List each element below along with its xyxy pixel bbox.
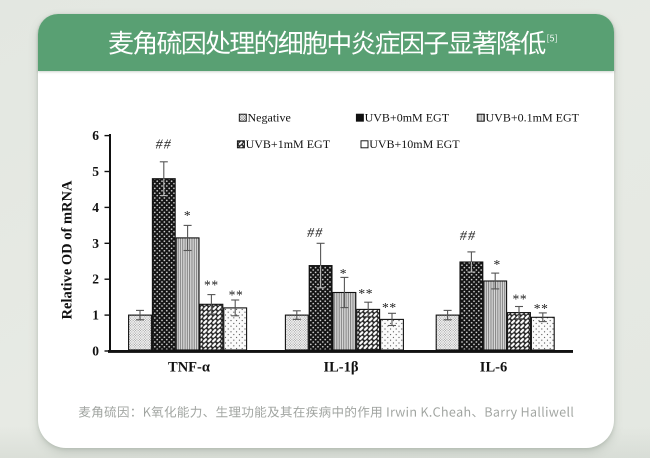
svg-text:UVB+0.1mM EGT: UVB+0.1mM EGT <box>486 111 580 125</box>
svg-text:**: ** <box>358 286 373 301</box>
svg-text:**: ** <box>534 301 549 316</box>
svg-text:Negative: Negative <box>248 111 291 125</box>
svg-text:IL-6: IL-6 <box>480 360 507 376</box>
svg-text:**: ** <box>229 288 244 303</box>
svg-text:0: 0 <box>92 344 99 359</box>
svg-text:**: ** <box>513 292 528 307</box>
svg-text:2: 2 <box>92 272 99 287</box>
svg-text:UVB+0mM EGT: UVB+0mM EGT <box>365 111 450 125</box>
svg-text:4: 4 <box>92 200 99 215</box>
svg-text:##: ## <box>460 229 476 244</box>
svg-text:**: ** <box>382 300 397 315</box>
svg-text:##: ## <box>307 226 323 241</box>
svg-text:1: 1 <box>92 308 99 323</box>
svg-text:*: * <box>340 266 347 281</box>
svg-text:##: ## <box>156 138 172 153</box>
svg-text:**: ** <box>204 278 219 293</box>
svg-text:*: * <box>184 208 191 223</box>
svg-text:6: 6 <box>92 128 99 143</box>
svg-text:TNF-α: TNF-α <box>168 360 210 376</box>
svg-text:UVB+1mM EGT: UVB+1mM EGT <box>246 137 331 151</box>
svg-text:5: 5 <box>92 164 99 179</box>
svg-text:IL-1β: IL-1β <box>323 360 358 376</box>
svg-text:Relative OD of mRNA: Relative OD of mRNA <box>60 180 76 319</box>
svg-text:UVB+10mM EGT: UVB+10mM EGT <box>369 137 460 151</box>
svg-text:3: 3 <box>92 236 99 251</box>
svg-text:*: * <box>494 257 501 272</box>
